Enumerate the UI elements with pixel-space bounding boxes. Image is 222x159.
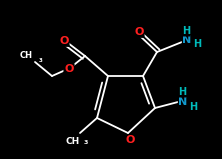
Text: O: O xyxy=(59,36,69,46)
Text: H: H xyxy=(189,102,197,112)
Text: O: O xyxy=(134,27,144,37)
Text: H: H xyxy=(182,26,190,36)
Text: N: N xyxy=(182,35,192,45)
Text: CH: CH xyxy=(20,51,33,60)
Text: H: H xyxy=(193,39,201,49)
Text: 3: 3 xyxy=(39,58,43,63)
Text: N: N xyxy=(178,97,188,107)
Text: 3: 3 xyxy=(84,140,88,145)
Text: O: O xyxy=(64,64,74,74)
Text: H: H xyxy=(178,87,186,97)
Text: O: O xyxy=(125,135,135,145)
Text: CH: CH xyxy=(66,137,80,146)
